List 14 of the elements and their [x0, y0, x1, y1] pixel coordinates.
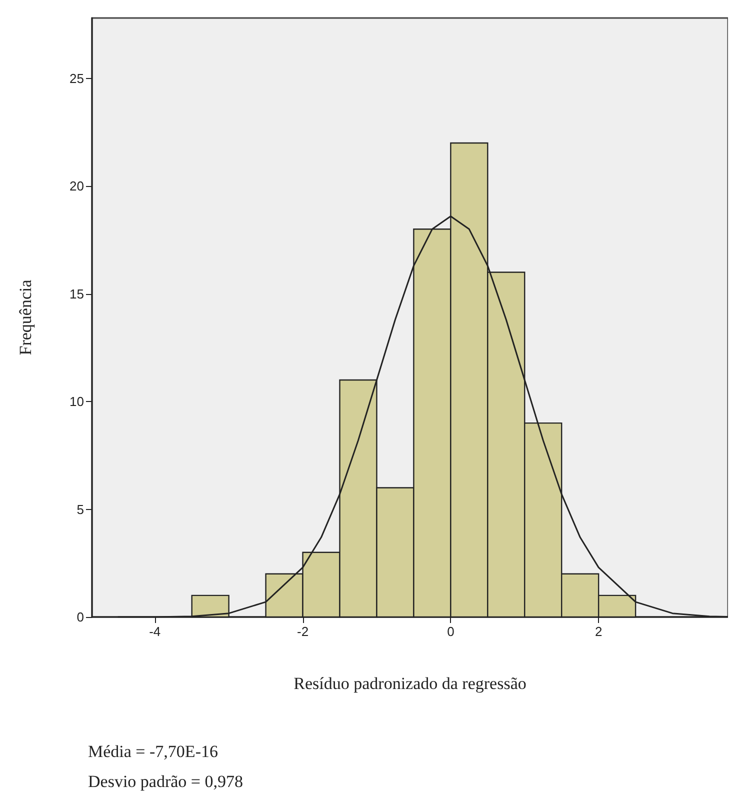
y-tick-label: 10 [70, 394, 84, 410]
y-tick-label: 5 [76, 502, 84, 517]
y-tick-label: 20 [70, 178, 84, 194]
y-tick-label: 25 [70, 70, 84, 86]
x-axis-title: Resíduo padronizado da regressão [294, 674, 526, 693]
text: Média = -7,70E-16 [88, 742, 218, 761]
y-axis-title: Frequência [16, 279, 35, 356]
text: Desvio padrão = 0,978 [88, 772, 244, 791]
y-tick-label: 0 [76, 610, 84, 624]
x-tick-label: -2 [296, 624, 309, 639]
y-tick-label: 15 [70, 286, 84, 302]
x-tick-label: 0 [447, 624, 454, 639]
x-tick-label: 2 [594, 624, 602, 639]
x-tick-label: -4 [149, 624, 161, 639]
